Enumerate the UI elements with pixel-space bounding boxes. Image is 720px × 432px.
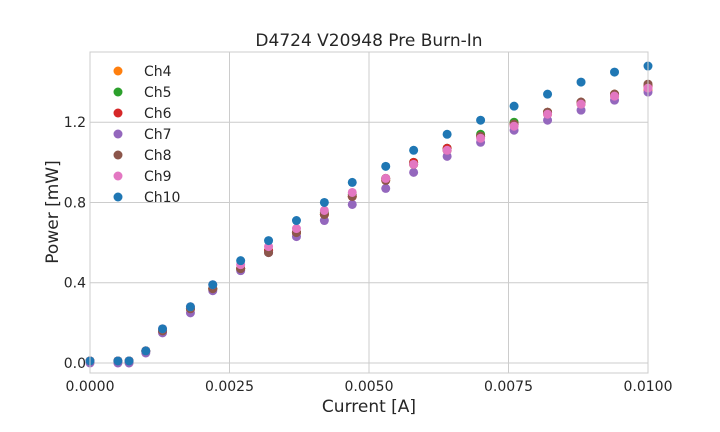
data-point (113, 356, 123, 366)
data-point (509, 101, 519, 111)
x-tick-label: 0.0100 (624, 379, 673, 395)
data-point (442, 145, 452, 155)
data-point (476, 115, 486, 125)
data-point (543, 109, 553, 119)
legend-label: Ch7 (144, 127, 172, 143)
legend-label: Ch6 (144, 106, 172, 122)
y-tick-labels: 0.0 0.4 0.8 1.2 (64, 115, 86, 372)
x-axis-label: Current [A] (322, 397, 416, 417)
y-tick-label: 0.8 (64, 195, 86, 211)
data-point (543, 89, 553, 99)
legend-item: Ch7 (113, 127, 172, 143)
data-point (347, 177, 357, 187)
legend-marker (113, 129, 123, 139)
chart-title: D4724 V20948 Pre Burn-In (255, 31, 482, 51)
grid (89, 52, 649, 373)
y-tick-label: 0.0 (64, 356, 86, 372)
data-point (236, 256, 246, 266)
legend-item: Ch4 (113, 64, 172, 80)
data-point (185, 302, 195, 312)
data-point (381, 173, 391, 183)
x-tick-label: 0.0025 (205, 379, 254, 395)
x-tick-label: 0.0000 (66, 379, 115, 395)
data-point (381, 161, 391, 171)
data-point (291, 216, 301, 226)
series-ch10 (85, 61, 653, 366)
data-point (442, 129, 452, 139)
data-point (319, 205, 329, 215)
data-point (319, 197, 329, 207)
data-point (264, 236, 274, 246)
data-point (576, 99, 586, 109)
legend-item: Ch10 (113, 190, 180, 206)
legend-marker (113, 108, 123, 118)
data-point (124, 356, 134, 366)
data-point (610, 67, 620, 77)
y-tick-label: 0.4 (64, 276, 86, 292)
x-tick-label: 0.0050 (345, 379, 394, 395)
legend-marker (113, 192, 123, 202)
data-point (141, 346, 151, 356)
data-point (347, 199, 357, 209)
data-point (158, 324, 168, 334)
x-tick-label: 0.0075 (484, 379, 533, 395)
data-point (476, 133, 486, 143)
legend-item: Ch8 (113, 148, 172, 164)
y-axis-label: Power [mW] (43, 160, 63, 263)
legend-label: Ch9 (144, 169, 172, 185)
y-tick-label: 1.2 (64, 115, 86, 131)
data-point (291, 224, 301, 234)
data-point (409, 167, 419, 177)
legend-item: Ch9 (113, 169, 172, 185)
data-point (576, 77, 586, 87)
data-point (347, 187, 357, 197)
legend-label: Ch4 (144, 64, 172, 80)
legend-label: Ch5 (144, 85, 172, 101)
data-point (509, 121, 519, 131)
data-point (208, 280, 218, 290)
legend-item: Ch5 (113, 85, 172, 101)
legend-item: Ch6 (113, 106, 172, 122)
legend: Ch4 Ch5 Ch6 Ch7 Ch8 Ch9 Ch10 (113, 64, 180, 206)
data-point (381, 183, 391, 193)
data-point (610, 91, 620, 101)
legend-label: Ch8 (144, 148, 172, 164)
legend-marker (113, 150, 123, 160)
legend-marker (113, 66, 123, 76)
legend-marker (113, 171, 123, 181)
plot-frame (89, 51, 649, 374)
data-point (409, 145, 419, 155)
data-point (409, 159, 419, 169)
x-tick-labels: 0.0000 0.0025 0.0050 0.0075 0.0100 (66, 379, 673, 395)
legend-label: Ch10 (144, 190, 180, 206)
legend-marker (113, 87, 123, 97)
